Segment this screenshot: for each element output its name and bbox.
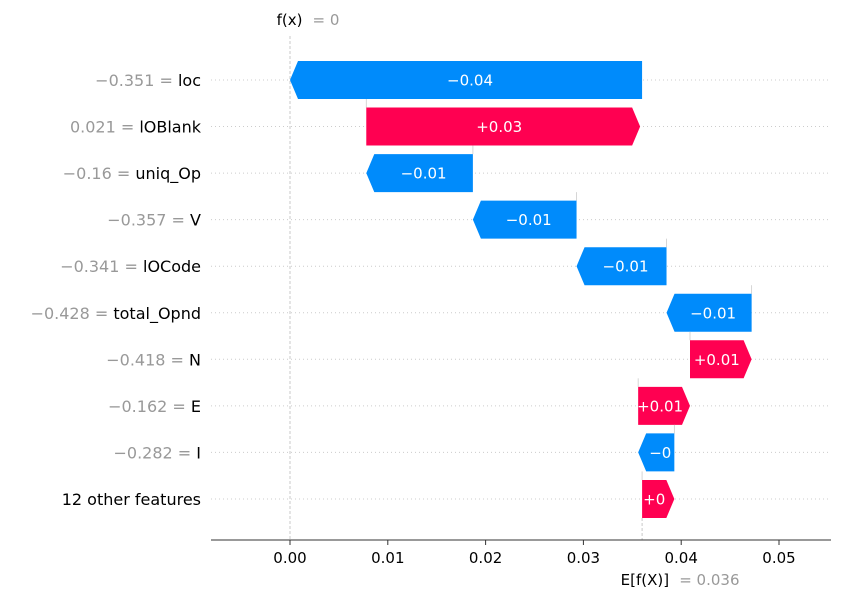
feature-value: −0.428 = [31,304,114,323]
feature-label: −0.428 = total_Opnd [31,304,201,324]
bar-value-label: −0.01 [690,304,736,322]
feature-name: lOBlank [139,118,201,137]
feature-name: uniq_Op [135,164,201,184]
x-tick-label: 0.02 [469,549,502,567]
bar-value-label: +0.03 [476,118,522,136]
feature-name: total_Opnd [113,304,201,324]
feature-name: E [191,397,201,416]
feature-name: V [190,211,201,230]
feature-name: 12 other features [62,490,201,509]
feature-label: −0.357 = V [107,211,201,230]
bar-value-label: −0 [649,444,671,462]
feature-label: −0.16 = uniq_Op [63,164,201,184]
feature-name: lOCode [143,257,201,276]
feature-label: −0.162 = E [108,397,201,416]
x-tick-label: 0.04 [664,549,697,567]
feature-value: −0.351 = [95,71,178,90]
feature-label: −0.418 = N [106,350,201,369]
x-tick-label: 0.03 [567,549,600,567]
feature-label: 0.021 = lOBlank [70,118,202,137]
bar-total_opnd [666,293,752,332]
feature-label: 12 other features [62,490,201,509]
bar-12-other-features [642,479,675,518]
x-axis-ticks: 0.00 0.01 0.02 0.03 0.04 0.05 [273,540,796,567]
expected-text: E[f(X)] [621,571,669,589]
bar-value-label: +0 [643,490,665,508]
bar-uniq_op [366,154,473,193]
bar-locode [576,247,667,286]
bar-value-label: −0.01 [603,258,649,276]
bar-i [638,433,675,472]
feature-label: −0.351 = loc [95,71,201,90]
feature-value: 0.021 = [70,118,139,137]
bar-value-label: +0.01 [637,397,683,415]
feature-value: −0.418 = [106,350,189,369]
bar-e [638,386,691,425]
bar-n [690,340,752,379]
feature-name: I [196,443,201,462]
bar-v [472,200,577,239]
bar-loc [290,61,643,99]
expected-value: = 0.036 [679,571,739,589]
expected-annotation: E[f(X)] = 0.036 [621,570,740,589]
x-tick-label: 0.00 [273,549,306,567]
fx-annotation: f(x) = 0 [277,10,340,29]
feature-value: −0.282 = [113,443,196,462]
feature-name: loc [178,71,201,90]
feature-value: −0.162 = [108,397,191,416]
feature-value: −0.357 = [107,211,190,230]
bar-value-label: −0.04 [447,72,493,90]
feature-label: −0.282 = I [113,443,201,462]
fx-text: f(x) [277,11,303,29]
feature-value: −0.341 = [60,257,143,276]
fx-value: = 0 [313,11,340,29]
bar-value-label: −0.01 [506,211,552,229]
feature-value: −0.16 = [63,164,136,183]
bar-value-label: −0.01 [401,165,447,183]
bar-value-label: +0.01 [694,351,740,369]
feature-labels: −0.351 = loc 0.021 = lOBlank −0.16 = uniq_… [31,71,202,509]
feature-name: N [189,350,201,369]
bar-loblank [366,107,641,146]
x-tick-label: 0.01 [371,549,404,567]
x-tick-label: 0.05 [762,549,795,567]
bars: −0.04 +0.03 −0.01 −0.01 −0.01 −0.01 +0.01 +0.01… [290,61,753,518]
feature-label: −0.341 = lOCode [60,257,201,276]
